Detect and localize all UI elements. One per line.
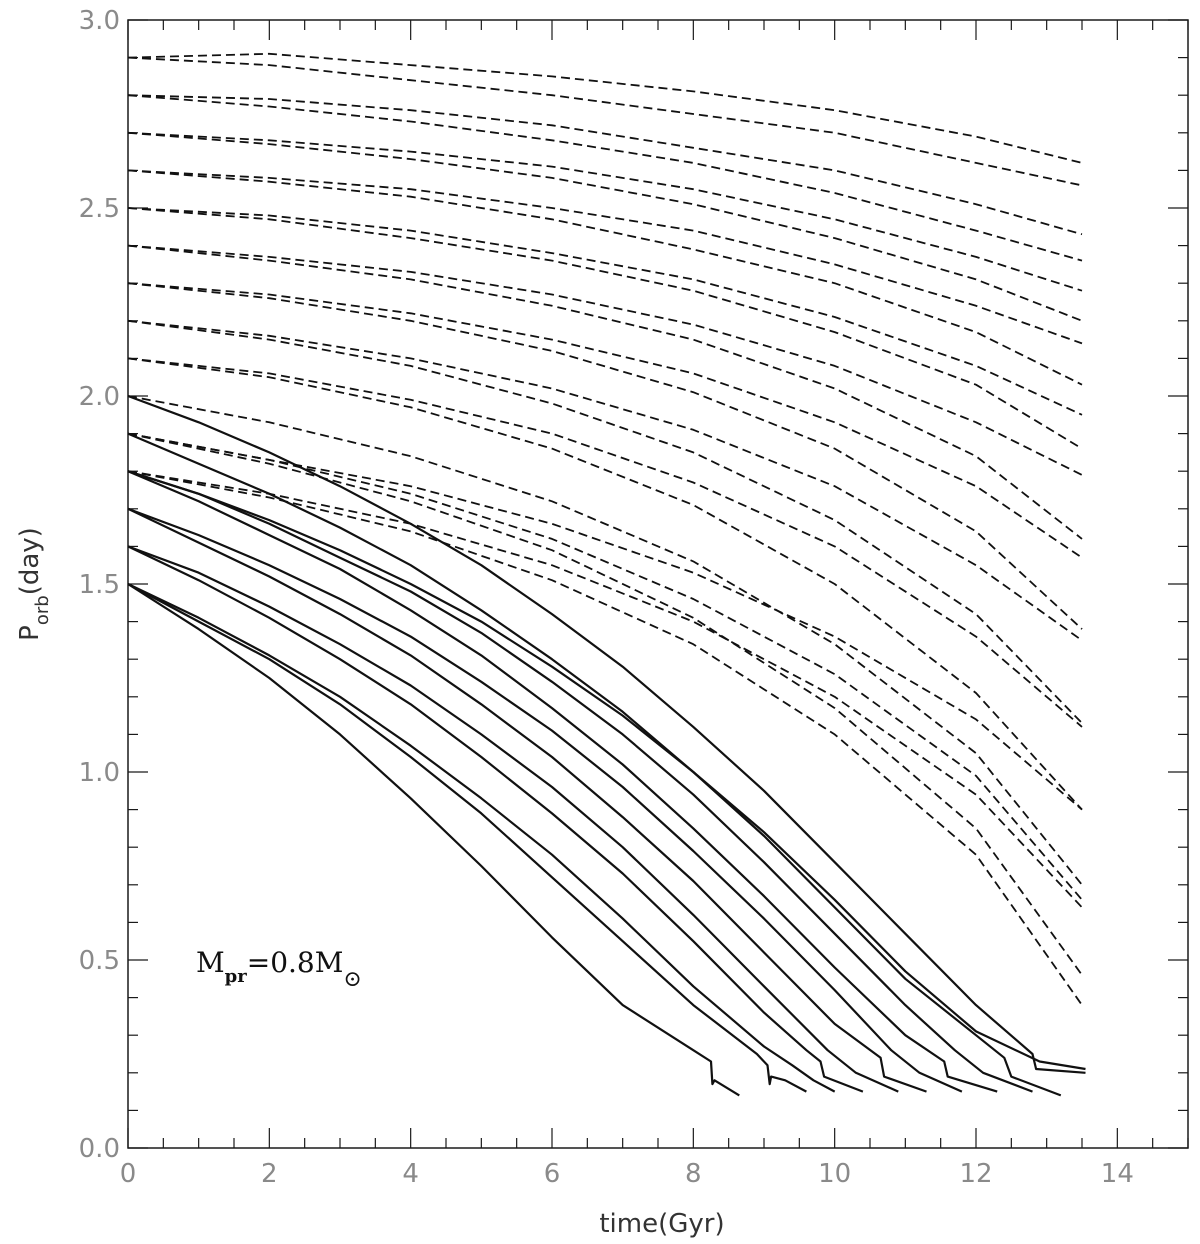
dashed-track-12 xyxy=(127,52,1083,164)
y-axis-label: Porb(day) xyxy=(15,527,53,641)
annotation-value: =0.8M xyxy=(247,946,344,979)
x-tick-label: 2 xyxy=(261,1159,278,1189)
dashed-track-16 xyxy=(127,131,1083,292)
dashed-track-18 xyxy=(127,169,1083,345)
solid-track-2 xyxy=(127,583,836,1093)
dashed-track-24 xyxy=(127,282,1083,559)
y-tick-label: 2.5 xyxy=(79,194,120,224)
series-layer xyxy=(127,52,1086,1097)
y-tick-label: 0.0 xyxy=(79,1134,120,1164)
solid-track-9 xyxy=(127,432,1062,1097)
x-tick-label: 12 xyxy=(959,1159,992,1189)
annotation-subscript: pr xyxy=(225,966,248,987)
dashed-track-35 xyxy=(127,395,1083,886)
x-tick-label: 0 xyxy=(120,1159,137,1189)
x-tick-label: 14 xyxy=(1101,1159,1134,1189)
dashed-track-30 xyxy=(127,432,1083,811)
dashed-track-26 xyxy=(127,319,1083,642)
y-axis-label-subscript: orb xyxy=(32,595,53,625)
y-tick-label: 0.5 xyxy=(79,946,120,976)
dashed-track-17 xyxy=(127,131,1083,322)
solid-track-5 xyxy=(127,507,927,1093)
y-tick-label: 2.0 xyxy=(79,382,120,412)
dashed-track-20 xyxy=(127,207,1083,416)
dashed-track-13 xyxy=(127,56,1083,187)
sun-symbol-icon: ⊙ xyxy=(343,967,361,992)
dashed-track-32 xyxy=(127,470,1083,909)
annotation-mass-symbol: M xyxy=(196,946,225,979)
solid-track-0 xyxy=(127,583,740,1097)
solid-track-1 xyxy=(127,583,807,1093)
axis-tick-labels: 0 2 4 6 8 10 12 14 0.0 0.5 1.0 1.5 2.0 2.5 3.0 xyxy=(79,6,1134,1189)
dashed-track-29 xyxy=(127,357,1083,811)
solid-track-6 xyxy=(127,507,963,1093)
dashed-track-14 xyxy=(127,94,1083,236)
y-tick-label: 1.5 xyxy=(79,570,120,600)
dashed-track-31 xyxy=(127,432,1083,901)
x-tick-label: 10 xyxy=(818,1159,851,1189)
solid-track-7 xyxy=(127,470,998,1093)
solid-track-3 xyxy=(127,545,864,1093)
solid-track-8 xyxy=(127,470,1033,1093)
dashed-track-15 xyxy=(127,94,1083,262)
y-tick-label: 1.0 xyxy=(79,758,120,788)
dashed-track-19 xyxy=(127,169,1083,386)
x-axis-label: time(Gyr) xyxy=(599,1209,724,1239)
dashed-track-28 xyxy=(127,357,1083,728)
solid-track-4 xyxy=(127,545,899,1093)
dashed-track-34 xyxy=(127,432,1083,976)
dashed-track-33 xyxy=(127,470,1083,1006)
y-axis-label-main: P xyxy=(15,625,45,641)
dashed-track-21 xyxy=(127,207,1083,450)
solid-track-11 xyxy=(127,470,1086,1071)
x-tick-label: 4 xyxy=(402,1159,419,1189)
x-tick-label: 8 xyxy=(685,1159,702,1189)
primary-mass-annotation: Mpr=0.8M⊙ xyxy=(196,946,362,992)
solid-track-10 xyxy=(127,394,1086,1074)
y-tick-label: 3.0 xyxy=(79,6,120,36)
dashed-track-27 xyxy=(127,319,1083,724)
dashed-track-22 xyxy=(127,244,1083,476)
x-tick-label: 6 xyxy=(544,1159,561,1189)
y-axis-label-unit: (day) xyxy=(15,527,45,595)
